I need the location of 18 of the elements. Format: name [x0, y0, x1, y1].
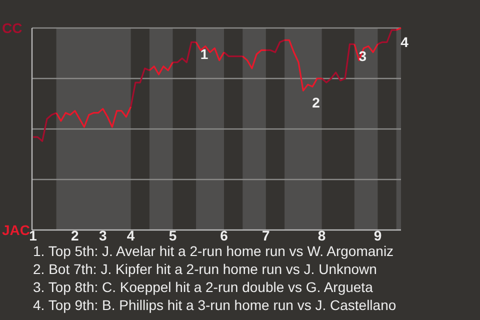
text: CC [2, 20, 22, 36]
text: 4. Top 9th: B. Phillips hit a 3-run home run vs J. Castellano [33, 297, 396, 313]
x-tick-label: 9 [374, 228, 382, 244]
x-tick-label: 2 [71, 228, 80, 244]
text: JAC [2, 222, 30, 238]
annotation: 4 [400, 34, 409, 50]
annotation: 2 [312, 94, 320, 111]
x-tick-label: 4 [126, 228, 135, 244]
text: 2. Bot 7th: J. Kipfer hit a 2-run home run vs J. Unknown [33, 261, 377, 277]
annotation: 1 [200, 46, 208, 62]
text: 1. Top 5th: J. Avelar hit a 2-run home run vs W. Argomaniz [33, 243, 394, 259]
x-tick-label: 8 [318, 228, 326, 244]
x-tick-label: 1 [29, 228, 38, 244]
x-tick-label: 7 [262, 228, 270, 244]
x-tick-label: 3 [98, 228, 107, 244]
x-tick-label: 5 [168, 228, 177, 244]
x-tick-label: 6 [220, 228, 228, 244]
text: 3. Top 8th: C. Koeppel hit a 2-run double vs G. Argueta [33, 279, 374, 295]
